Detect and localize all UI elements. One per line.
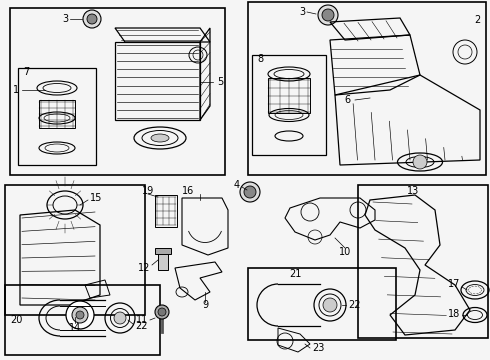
Text: 22: 22: [348, 300, 361, 310]
Bar: [268, 78, 310, 113]
Circle shape: [76, 311, 84, 319]
Circle shape: [322, 9, 334, 21]
Text: 7: 7: [23, 67, 29, 77]
Bar: [358, 185, 488, 338]
Circle shape: [413, 155, 427, 169]
Bar: [18, 68, 96, 165]
Bar: [158, 250, 168, 270]
Bar: [252, 55, 326, 155]
Circle shape: [114, 312, 126, 324]
Circle shape: [72, 307, 88, 323]
Text: 6: 6: [344, 95, 350, 105]
Bar: [155, 248, 171, 254]
Text: 11: 11: [136, 315, 148, 325]
Text: 14: 14: [69, 323, 81, 333]
Bar: [248, 2, 486, 175]
Text: 2: 2: [474, 15, 480, 25]
Circle shape: [83, 10, 101, 28]
Circle shape: [240, 182, 260, 202]
Bar: [155, 195, 177, 227]
Text: 10: 10: [339, 247, 351, 257]
Text: 18: 18: [448, 309, 460, 319]
Circle shape: [158, 308, 166, 316]
Circle shape: [87, 14, 97, 24]
Text: 21: 21: [289, 269, 301, 279]
Bar: [5, 185, 145, 315]
Text: 8: 8: [257, 54, 263, 64]
Text: 19: 19: [142, 186, 154, 196]
Text: 16: 16: [182, 186, 194, 196]
Bar: [10, 8, 225, 175]
Circle shape: [66, 301, 94, 329]
Text: 13: 13: [407, 186, 419, 196]
Text: 15: 15: [90, 193, 102, 203]
Bar: [248, 268, 396, 340]
Text: 20: 20: [10, 315, 23, 325]
Ellipse shape: [151, 134, 169, 142]
Circle shape: [244, 186, 256, 198]
Circle shape: [318, 5, 338, 25]
Bar: [39, 100, 75, 128]
Text: 12: 12: [138, 263, 150, 273]
Text: 9: 9: [202, 300, 208, 310]
Circle shape: [155, 305, 169, 319]
Text: 1: 1: [13, 85, 19, 95]
Circle shape: [323, 298, 337, 312]
Text: 5: 5: [217, 77, 223, 87]
Text: 22: 22: [135, 321, 147, 331]
Text: 4: 4: [234, 180, 240, 190]
Text: 17: 17: [448, 279, 460, 289]
Text: 3: 3: [62, 14, 68, 24]
Text: 23: 23: [312, 343, 324, 353]
Text: 3: 3: [299, 7, 305, 17]
Bar: [5, 285, 160, 355]
